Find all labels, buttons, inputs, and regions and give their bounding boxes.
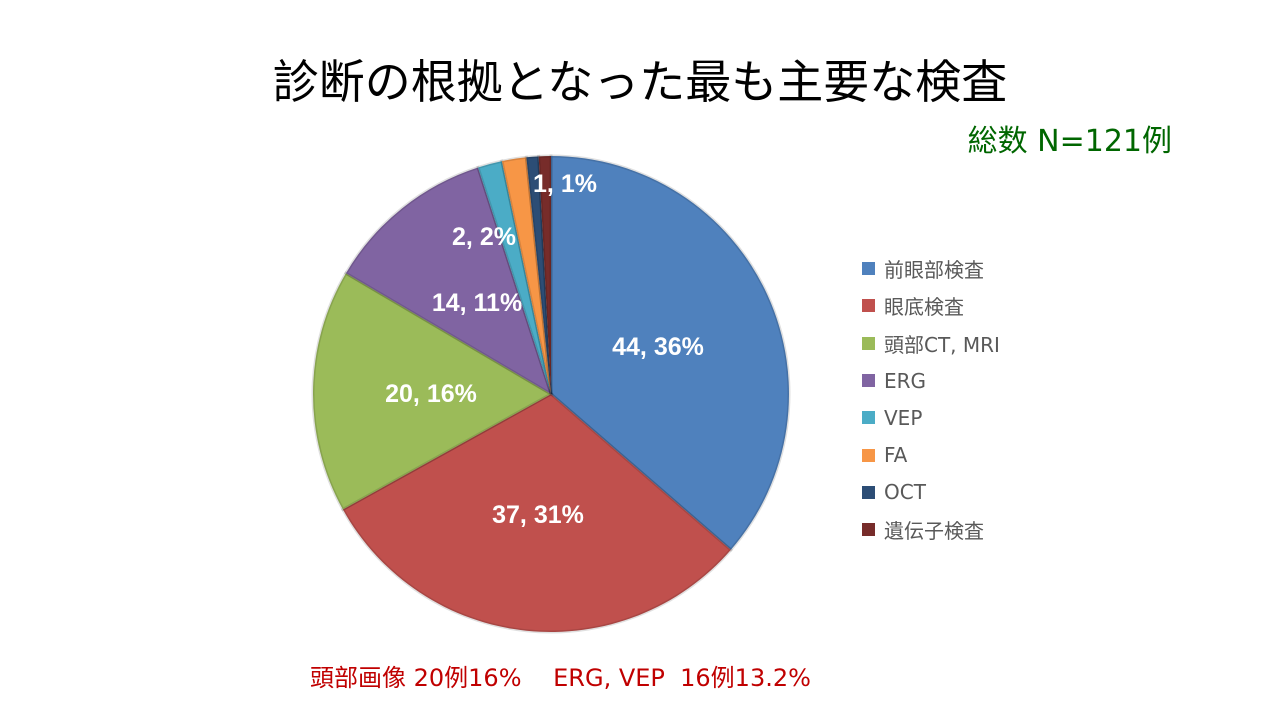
legend-item: OCT (862, 474, 1000, 511)
legend-swatch (862, 448, 875, 462)
legend-item: 眼底検査 (862, 287, 1000, 324)
legend-item: ERG (862, 362, 1000, 399)
total-count: 総数 N=121例 (967, 124, 1172, 159)
legend-label: FA (884, 443, 908, 468)
legend-swatch (862, 262, 875, 276)
data-label-4: 2, 2% (452, 223, 516, 251)
legend-swatch (862, 336, 875, 350)
legend-swatch (862, 374, 875, 388)
legend-item: FA (862, 436, 1000, 473)
pie-slice-6 (524, 154, 553, 395)
legend-label: 遺伝子検査 (884, 519, 984, 544)
legend-item: VEP (862, 399, 1000, 436)
legend-label: ERG (884, 368, 927, 393)
data-label-1: 37, 31% (492, 501, 584, 529)
chart-title: 診断の根拠となった最も主要な検査 (272, 55, 1008, 109)
legend-label: 眼底検査 (884, 295, 964, 320)
legend-item: 遺伝子検査 (862, 511, 1000, 548)
data-label-0: 44, 36% (612, 333, 704, 361)
legend-label: OCT (884, 480, 926, 505)
pie-slice-0 (549, 154, 791, 552)
legend-swatch (862, 299, 875, 313)
footnote: 頭部画像 20例16% ERG, VEP 16例13.2% (310, 664, 811, 692)
data-label-7: 1, 1% (533, 170, 597, 198)
legend-label: VEP (884, 405, 923, 430)
pie-slice-1 (340, 392, 733, 634)
legend-label: 頭部CT, MRI (884, 332, 1000, 357)
legend: 前眼部検査眼底検査頭部CT, MRI ERG VEP FA OCT 遺伝子検査 (862, 250, 1000, 548)
legend-swatch (862, 411, 875, 425)
pie-slice-5 (500, 155, 553, 395)
pie-slice-3 (343, 165, 554, 398)
legend-swatch (862, 485, 875, 499)
data-label-2: 20, 16% (385, 380, 477, 408)
pie-slice-7 (537, 154, 553, 395)
pie-slice-4 (476, 159, 553, 395)
legend-item: 前眼部検査 (862, 250, 1000, 287)
data-label-3: 14, 11% (432, 289, 522, 317)
legend-item: 頭部CT, MRI (862, 325, 1000, 362)
pie-slice-2 (311, 271, 555, 512)
legend-label: 前眼部検査 (884, 258, 984, 283)
legend-swatch (862, 523, 875, 537)
